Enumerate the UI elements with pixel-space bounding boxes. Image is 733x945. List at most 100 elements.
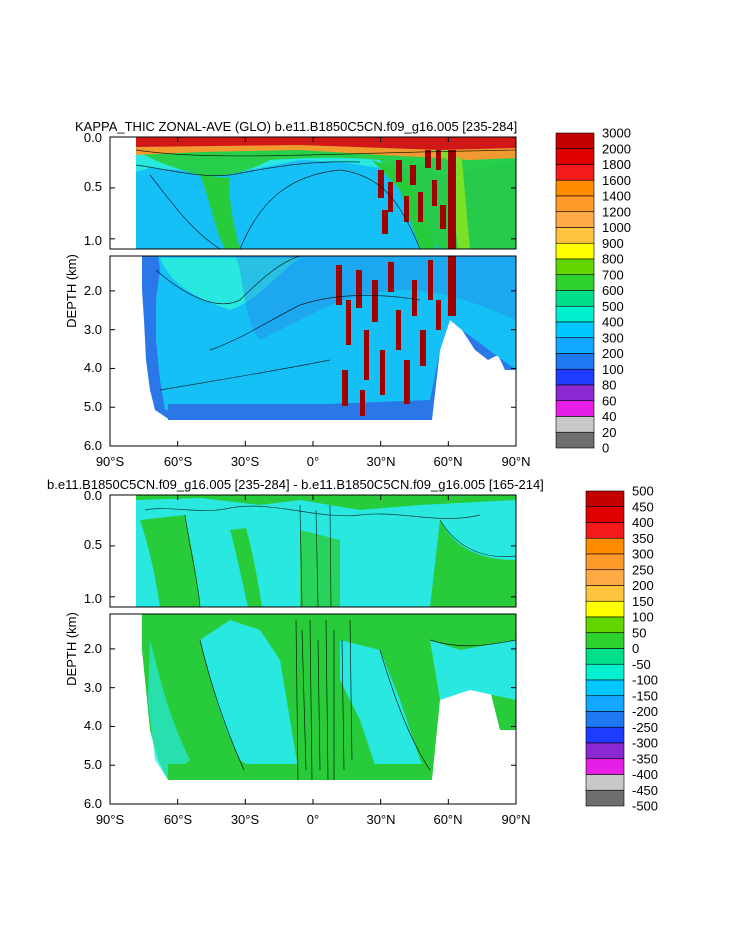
colorbar-label: 800 [602,252,624,267]
y-tick-label: 5.0 [84,399,102,414]
colorbar-label: 600 [602,283,624,298]
panel-1-lower-cells [336,256,456,416]
colorbar-label: 500 [632,484,654,499]
colorbar-swatch [555,227,595,244]
x-tick-label: 60°S [164,812,193,827]
colorbar-swatch [585,742,625,760]
colorbar-label: 1600 [602,173,631,188]
colorbar-swatch [585,600,625,618]
colorbar-swatch [555,195,595,213]
panel-2-x-axis: 90°S 60°S 30°S 0° 30°N 60°N 90°N [96,812,531,827]
x-tick-label: 60°N [433,812,462,827]
x-tick-label: 60°N [433,454,462,469]
y-tick-label: 3.0 [84,680,102,695]
panel-1-upper-cells [378,150,456,249]
colorbar-swatch [555,132,595,150]
y-tick-label: 2.0 [84,283,102,298]
colorbar-label: 0 [632,641,639,656]
panel-1-colorbar: 3000200018001600140012001000900800700600… [555,126,631,456]
colorbar-swatch [585,663,625,681]
y-tick-label: 4.0 [84,718,102,733]
colorbar-label: 1200 [602,204,631,219]
y-tick-label: 1.0 [84,233,102,248]
colorbar-swatch [585,616,625,634]
colorbar-label: -100 [632,673,658,688]
colorbar-swatch [585,537,625,555]
y-tick-label: 0.5 [84,179,102,194]
colorbar-label: -350 [632,751,658,766]
panel-2-colorbar: 500450400350300250200150100500-50-100-15… [585,484,658,814]
colorbar-label: 300 [632,547,654,562]
colorbar-label: -400 [632,767,658,782]
panel-1-y-axis-label: DEPTH (km) [64,254,79,328]
colorbar-label: -150 [632,688,658,703]
panel-2-y-axis-label: DEPTH (km) [64,612,79,686]
panel-2-upper-field [136,495,516,607]
colorbar-swatch [555,290,595,307]
colorbar-label: -500 [632,799,658,814]
y-tick-label: 1.0 [84,591,102,606]
colorbar-swatch [555,337,595,354]
colorbar-swatch [555,274,595,291]
colorbar-swatch [555,179,595,197]
x-tick-label: 90°S [96,454,125,469]
colorbar-swatch [555,368,595,386]
y-tick-label: 0.0 [84,488,102,503]
colorbar-swatch [555,353,595,370]
colorbar-swatch [585,695,625,712]
colorbar-swatch [555,164,595,181]
colorbar-swatch [555,400,595,417]
y-tick-label: 6.0 [84,438,102,453]
colorbar-swatch [555,211,595,228]
colorbar-label: 1800 [602,157,631,172]
colorbar-swatch [585,789,625,807]
colorbar-label: -300 [632,736,658,751]
x-tick-label: 0° [307,812,319,827]
x-tick-label: 0° [307,454,319,469]
colorbar-swatch [585,632,625,649]
colorbar-label: 400 [602,315,624,330]
panel-2: b.e11.B1850C5CN.f09_g16.005 [235-284] - … [47,477,658,827]
panel-1: KAPPA_THIC ZONAL-AVE (GLO) b.e11.B1850C5… [64,119,631,469]
x-tick-label: 30°S [231,812,260,827]
colorbar-swatch [555,148,595,165]
colorbar-swatch [585,648,625,665]
colorbar-swatch [585,569,625,586]
colorbar-label: 80 [602,378,616,393]
y-tick-label: 5.0 [84,757,102,772]
colorbar-label: -250 [632,720,658,735]
colorbar-label: 250 [632,562,654,577]
colorbar-swatch [585,490,625,508]
panel-2-y-axis: 0.0 0.5 1.0 2.0 3.0 4.0 5.0 6.0 [84,488,102,811]
x-tick-label: 90°N [501,812,530,827]
panel-1-x-axis: 90°S 60°S 30°S 0° 30°N 60°N 90°N [96,454,531,469]
colorbar-label: 60 [602,393,616,408]
colorbar-label: 700 [602,267,624,282]
y-tick-label: 3.0 [84,322,102,337]
colorbar-label: 1000 [602,220,631,235]
x-tick-label: 30°N [366,812,395,827]
y-tick-label: 4.0 [84,360,102,375]
colorbar-label: 200 [602,346,624,361]
colorbar-label: 20 [602,425,616,440]
colorbar-swatch [555,384,595,402]
colorbar-label: -450 [632,783,658,798]
y-tick-label: 6.0 [84,796,102,811]
colorbar-swatch [585,758,625,775]
colorbar-swatch [555,416,595,433]
colorbar-swatch [585,553,625,571]
colorbar-label: 400 [632,515,654,530]
panel-2-title: b.e11.B1850C5CN.f09_g16.005 [235-284] - … [47,477,544,492]
x-tick-label: 30°N [366,454,395,469]
panel-2-lower-field [142,614,516,804]
colorbar-swatch [585,711,625,728]
colorbar-swatch [585,726,625,744]
x-tick-label: 90°S [96,812,125,827]
colorbar-swatch [585,679,625,697]
colorbar-label: 3000 [602,126,631,141]
colorbar-label: 100 [632,610,654,625]
colorbar-label: 450 [632,499,654,514]
colorbar-label: 200 [632,578,654,593]
colorbar-label: -200 [632,704,658,719]
